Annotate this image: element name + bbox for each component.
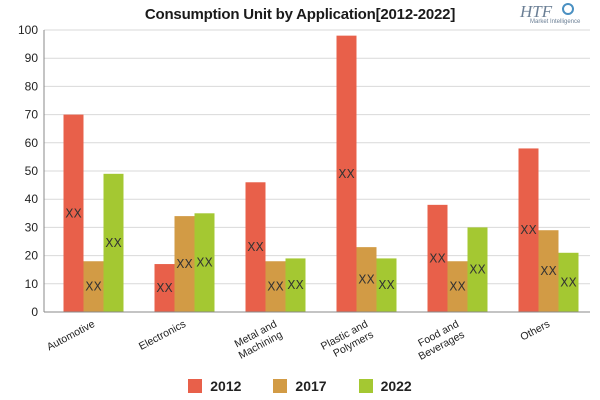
- bar-2017-5: [538, 230, 559, 312]
- data-label: XX: [560, 275, 576, 289]
- bar-2012-3: [336, 35, 357, 312]
- legend-label: 2022: [380, 378, 412, 394]
- y-tick-label: 30: [25, 220, 39, 234]
- bar-layer: [63, 35, 579, 312]
- y-tick-label: 70: [25, 108, 39, 122]
- y-tick-label: 40: [25, 192, 39, 206]
- bar-2017-4: [447, 261, 468, 312]
- bar-2022-4: [467, 227, 488, 312]
- bar-chart: XX XX XX XX XX XX XX XX XX XX XX XX XX XX XX XX XX XX 0 10…: [18, 23, 590, 363]
- grid-layer: [44, 29, 590, 313]
- data-label: XX: [358, 273, 374, 287]
- data-label: XX: [338, 167, 354, 181]
- logo-subtext: Market Intelligence: [530, 19, 581, 25]
- x-category-label-line: Electronics: [137, 318, 188, 353]
- legend-item-2022: 2022: [358, 378, 412, 394]
- x-category-label: Automotive: [45, 318, 97, 353]
- data-label: XX: [105, 236, 121, 250]
- y-tick-label: 10: [25, 277, 39, 291]
- legend-swatch: [188, 379, 203, 393]
- data-label: XX: [156, 281, 172, 295]
- data-label: XX: [287, 278, 303, 292]
- y-tick-label: 90: [25, 51, 39, 65]
- bar-2012-1: [154, 264, 175, 312]
- data-label: XX: [449, 280, 465, 294]
- y-tick-label: 50: [25, 164, 39, 178]
- bar-2012-4: [427, 204, 448, 312]
- chart-title: Consumption Unit by Application[2012-202…: [144, 6, 456, 23]
- data-label: XX: [65, 206, 81, 220]
- bar-2022-1: [194, 213, 215, 312]
- x-category-label-line: Others: [518, 318, 551, 343]
- data-label: XX: [85, 280, 101, 294]
- bar-2012-5: [518, 148, 539, 312]
- x-category-label-line: Automotive: [45, 318, 97, 353]
- label-layer: XX XX XX XX XX XX XX XX XX XX XX XX XX XX XX XX XX XX: [65, 167, 576, 295]
- htf-logo: HTF Market Intelligence: [520, 2, 582, 28]
- y-tick-label: 20: [25, 249, 39, 263]
- data-label: XX: [196, 256, 212, 270]
- data-label: XX: [520, 223, 536, 237]
- legend-swatch: [358, 379, 373, 393]
- bar-2012-0: [63, 114, 84, 312]
- legend: 2012 2017 2022: [0, 378, 600, 398]
- bar-2017-1: [174, 216, 195, 312]
- y-tick-label: 60: [25, 136, 39, 150]
- data-label: XX: [267, 280, 283, 294]
- x-category-label: Metal andMachining: [231, 318, 285, 362]
- logo-text: HTF: [520, 2, 553, 21]
- y-tick-label: 100: [18, 23, 38, 37]
- bar-2017-2: [265, 261, 286, 312]
- bar-2022-3: [376, 258, 397, 312]
- data-label: XX: [378, 278, 394, 292]
- x-category-label: Plastic andPolymers: [319, 318, 376, 363]
- data-label: XX: [176, 257, 192, 271]
- bar-2022-5: [558, 252, 579, 312]
- legend-label: 2012: [210, 378, 242, 394]
- legend-swatch: [273, 379, 288, 393]
- data-label: XX: [540, 264, 556, 278]
- legend-label: 2017: [295, 378, 327, 394]
- x-category-label: Food andBeverages: [411, 318, 467, 363]
- logo-gear-icon: [562, 3, 574, 15]
- bar-2017-3: [356, 247, 377, 312]
- legend-item-2017: 2017: [273, 378, 327, 394]
- x-category-label: Others: [518, 318, 551, 343]
- bar-2022-0: [103, 173, 124, 312]
- bar-2022-2: [285, 258, 306, 312]
- x-category-label: Electronics: [137, 318, 188, 353]
- legend-item-2012: 2012: [188, 378, 241, 394]
- y-tick-label: 80: [25, 79, 39, 93]
- y-tick-label: 0: [31, 305, 38, 319]
- bar-2012-2: [245, 182, 266, 312]
- data-label: XX: [429, 251, 445, 265]
- data-label: XX: [247, 240, 263, 254]
- data-label: XX: [469, 263, 485, 277]
- bar-2017-0: [83, 261, 104, 312]
